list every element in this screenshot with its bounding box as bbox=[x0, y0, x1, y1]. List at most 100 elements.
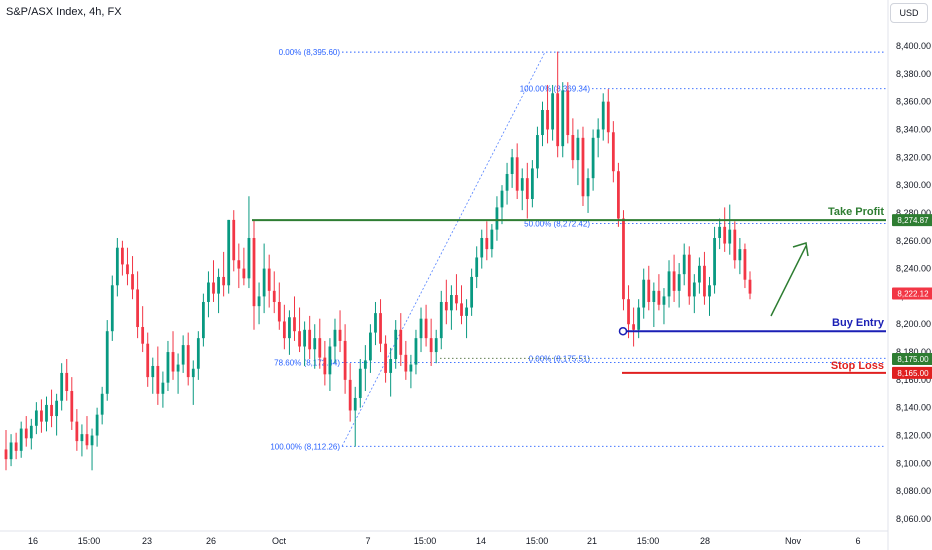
take-profit-price-tag-text: 8,274.87 bbox=[897, 216, 929, 225]
levels-layer: Take Profit Buy Entry Stop Loss bbox=[252, 206, 886, 374]
candle-body bbox=[267, 268, 271, 291]
fibonacci-layer: 0.00% (8,395.60) 78.60% (8,172.44) 100.00%… bbox=[270, 48, 886, 451]
candle-body bbox=[536, 135, 539, 169]
candle-body bbox=[399, 329, 403, 355]
candle-body bbox=[622, 218, 625, 300]
currency-button[interactable]: USD bbox=[890, 3, 928, 23]
y-tick-label: 8,280.00 bbox=[896, 208, 931, 218]
candle-body bbox=[556, 93, 560, 147]
candle-body bbox=[95, 414, 99, 436]
candle-body bbox=[424, 318, 428, 339]
y-tick-label: 8,240.00 bbox=[896, 264, 931, 274]
candle-body bbox=[115, 247, 119, 286]
candle-body bbox=[677, 274, 681, 291]
candle-body bbox=[262, 268, 266, 297]
candle-body bbox=[323, 357, 327, 375]
candle-body bbox=[131, 274, 134, 290]
candle-body bbox=[733, 229, 737, 261]
candle-body bbox=[29, 425, 33, 439]
candle-body bbox=[566, 90, 570, 136]
candle-body bbox=[576, 137, 580, 161]
x-tick-label: Oct bbox=[272, 536, 287, 546]
candle-body bbox=[207, 282, 210, 302]
candle-body bbox=[252, 237, 256, 307]
candle-body bbox=[571, 135, 575, 161]
stop-loss-price-tag-text: 8,165.00 bbox=[897, 369, 929, 378]
candle-body bbox=[369, 332, 372, 361]
x-tick-label: 21 bbox=[587, 536, 597, 546]
candle-body bbox=[606, 101, 610, 133]
candle-body bbox=[611, 132, 615, 172]
candle-body bbox=[384, 343, 387, 373]
candle-body bbox=[434, 338, 438, 353]
candle-body bbox=[313, 338, 317, 350]
y-tick-label: 8,120.00 bbox=[896, 431, 931, 441]
candle-body bbox=[136, 289, 139, 328]
candle-body bbox=[404, 354, 408, 372]
candle-body bbox=[85, 434, 89, 446]
y-tick-label: 8,100.00 bbox=[896, 458, 931, 468]
x-tick-label: 15:00 bbox=[637, 536, 660, 546]
candle-body bbox=[110, 285, 114, 332]
x-tick-label: 28 bbox=[700, 536, 710, 546]
candle-body bbox=[348, 379, 352, 411]
candle-body bbox=[743, 249, 747, 280]
candle-body bbox=[14, 442, 18, 451]
buy-entry-price-tag-bg bbox=[892, 353, 932, 366]
candle-body bbox=[328, 346, 332, 375]
x-tick-label: 15:00 bbox=[414, 536, 437, 546]
y-tick-label: 8,200.00 bbox=[896, 319, 931, 329]
last-price-tag-bg bbox=[892, 287, 932, 300]
candle-body bbox=[708, 285, 711, 297]
y-tick-label: 8,060.00 bbox=[896, 514, 931, 524]
candle-body bbox=[181, 345, 185, 365]
candle-body bbox=[394, 329, 398, 360]
x-tick-label: 15:00 bbox=[78, 536, 101, 546]
stop-loss-label: Stop Loss bbox=[831, 360, 884, 372]
y-tick-label: 8,180.00 bbox=[896, 347, 931, 357]
fib-level-label: 78.60% (8,172.44) bbox=[274, 359, 340, 368]
projection-arrow-head bbox=[792, 242, 809, 257]
y-tick-label: 8,160.00 bbox=[896, 375, 931, 385]
candle-body bbox=[19, 428, 23, 451]
candle-body bbox=[379, 313, 382, 344]
candle-body bbox=[121, 247, 124, 265]
candle-body bbox=[500, 190, 504, 208]
chart-title: S&P/ASX Index, 4h, FX bbox=[6, 6, 122, 18]
x-tick-label: 26 bbox=[206, 536, 216, 546]
candle-body bbox=[55, 400, 59, 417]
candle-body bbox=[728, 229, 732, 244]
candle-body bbox=[237, 260, 241, 269]
projection-arrow-line bbox=[770, 245, 807, 317]
stop-loss-price-tag-bg bbox=[892, 366, 932, 379]
candle-body bbox=[227, 219, 231, 286]
candle-body bbox=[429, 338, 433, 353]
candle-body bbox=[652, 290, 656, 302]
candle-body bbox=[515, 157, 519, 191]
buy-entry-price-tag-text: 8,175.00 bbox=[897, 355, 929, 364]
candle-body bbox=[541, 109, 544, 136]
candle-body bbox=[510, 157, 514, 174]
candle-body bbox=[272, 290, 276, 302]
candle-body bbox=[738, 249, 742, 261]
candle-body bbox=[374, 313, 377, 333]
candle-body bbox=[363, 360, 367, 369]
candle-body bbox=[4, 449, 8, 460]
candle-body bbox=[242, 268, 246, 279]
candle-body bbox=[156, 365, 160, 394]
y-tick-label: 8,340.00 bbox=[896, 124, 931, 134]
candle-body bbox=[353, 397, 357, 411]
candle-body bbox=[333, 329, 337, 347]
candle-body bbox=[444, 301, 448, 311]
last-price-tag-text: 8,222.12 bbox=[897, 289, 929, 298]
y-tick-label: 8,260.00 bbox=[896, 236, 931, 246]
candle-body bbox=[60, 372, 64, 401]
candle-body bbox=[105, 331, 109, 394]
candle-body bbox=[166, 352, 170, 383]
candle-body bbox=[45, 404, 48, 422]
candle-body bbox=[465, 307, 468, 316]
candle-body bbox=[146, 343, 150, 378]
candle-body bbox=[24, 428, 28, 439]
